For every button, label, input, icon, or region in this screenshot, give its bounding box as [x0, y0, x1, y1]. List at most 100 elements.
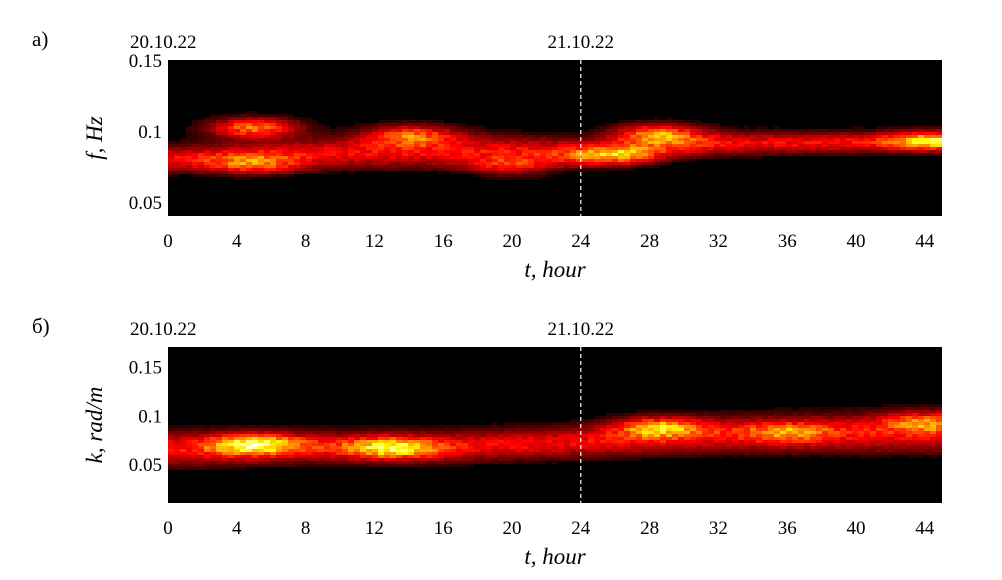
heatmap-cell	[432, 129, 438, 132]
heatmap-cell	[822, 147, 828, 150]
heatmap-cell	[666, 126, 672, 129]
y-tick-label: 0.1	[138, 122, 162, 143]
heatmap-cell	[852, 147, 858, 150]
heatmap-cell	[258, 120, 264, 123]
heatmap-cell	[390, 425, 396, 428]
heatmap-cell	[294, 464, 300, 467]
heatmap-cell	[366, 434, 372, 437]
heatmap-cell	[366, 464, 372, 467]
panel-a: а) 20.10.22 21.10.22 0.050.10.15 0 4 8 12 16…	[32, 27, 942, 282]
heatmap-cell	[486, 129, 492, 132]
heatmap-cell	[468, 434, 474, 437]
heatmap-cell	[282, 168, 288, 171]
heatmap-cell	[912, 455, 918, 458]
heatmap-cell	[630, 449, 636, 452]
heatmap-cell	[354, 449, 360, 452]
heatmap-cell	[384, 147, 390, 150]
heatmap-cell	[588, 455, 594, 458]
heatmap-cell	[900, 153, 906, 156]
heatmap-cell	[624, 123, 630, 126]
heatmap-cell	[438, 132, 444, 135]
heatmap-cell	[852, 150, 858, 153]
heatmap-cell	[714, 416, 720, 419]
heatmap-cell	[780, 440, 786, 443]
heatmap-cell	[576, 434, 582, 437]
heatmap-cell	[276, 455, 282, 458]
heatmap-cell	[414, 449, 420, 452]
heatmap-cell	[516, 449, 522, 452]
heatmap-cell	[342, 141, 348, 144]
heatmap-cell	[624, 144, 630, 147]
heatmap-cell	[306, 117, 312, 120]
heatmap-cell	[402, 138, 408, 141]
heatmap-cell	[318, 141, 324, 144]
heatmap-cell	[552, 159, 558, 162]
heatmap-cell	[282, 150, 288, 153]
heatmap-cell	[720, 147, 726, 150]
heatmap-cell	[408, 428, 414, 431]
heatmap-cell	[660, 123, 666, 126]
heatmap-cell	[618, 452, 624, 455]
heatmap-cell	[666, 129, 672, 132]
heatmap-cell	[636, 422, 642, 425]
heatmap-cell	[192, 458, 198, 461]
heatmap-cell	[696, 135, 702, 138]
heatmap-cell	[870, 138, 876, 141]
heatmap-cell	[408, 443, 414, 446]
heatmap-cell	[384, 144, 390, 147]
heatmap-cell	[180, 159, 186, 162]
heatmap-cell	[744, 410, 750, 413]
heatmap-cell	[348, 159, 354, 162]
heatmap-cell	[576, 419, 582, 422]
heatmap-cell	[390, 443, 396, 446]
heatmap-cell	[918, 440, 924, 443]
heatmap-cell	[852, 416, 858, 419]
heatmap-cell	[648, 129, 654, 132]
heatmap-cell	[762, 428, 768, 431]
heatmap-cell	[408, 455, 414, 458]
heatmap-cell	[828, 425, 834, 428]
heatmap-cell	[732, 428, 738, 431]
heatmap-cell	[210, 452, 216, 455]
heatmap-cell	[666, 443, 672, 446]
x-tick-label: 20	[503, 231, 522, 252]
heatmap-cell	[258, 159, 264, 162]
heatmap-cell	[708, 144, 714, 147]
heatmap-cell	[696, 153, 702, 156]
heatmap-cell	[180, 144, 186, 147]
heatmap-cell	[312, 138, 318, 141]
heatmap-cell	[912, 449, 918, 452]
heatmap-cell	[204, 440, 210, 443]
heatmap-cell	[540, 437, 546, 440]
heatmap-cell	[504, 458, 510, 461]
x-tick-label: 40	[847, 231, 866, 252]
heatmap-cell	[426, 425, 432, 428]
heatmap-cell	[204, 123, 210, 126]
heatmap-cell	[522, 156, 528, 159]
heatmap-cell	[462, 129, 468, 132]
heatmap-cell	[816, 144, 822, 147]
heatmap-cell	[774, 150, 780, 153]
heatmap-cell	[276, 440, 282, 443]
heatmap-cell	[378, 458, 384, 461]
heatmap-cell	[504, 434, 510, 437]
heatmap-cell	[204, 126, 210, 129]
heatmap-cell	[498, 165, 504, 168]
heatmap-cell	[300, 437, 306, 440]
heatmap-cell	[900, 129, 906, 132]
heatmap-cell	[420, 156, 426, 159]
heatmap-cell	[372, 162, 378, 165]
heatmap-cell	[918, 135, 924, 138]
heatmap-cell	[678, 440, 684, 443]
heatmap-cell	[228, 144, 234, 147]
heatmap-cell	[384, 162, 390, 165]
heatmap-cell	[696, 440, 702, 443]
heatmap-cell	[654, 120, 660, 123]
heatmap-cell	[240, 138, 246, 141]
heatmap-cell	[216, 159, 222, 162]
heatmap-cell	[750, 434, 756, 437]
heatmap-cell	[702, 416, 708, 419]
heatmap-cell	[264, 126, 270, 129]
heatmap-cell	[252, 144, 258, 147]
heatmap-cell	[174, 467, 180, 470]
